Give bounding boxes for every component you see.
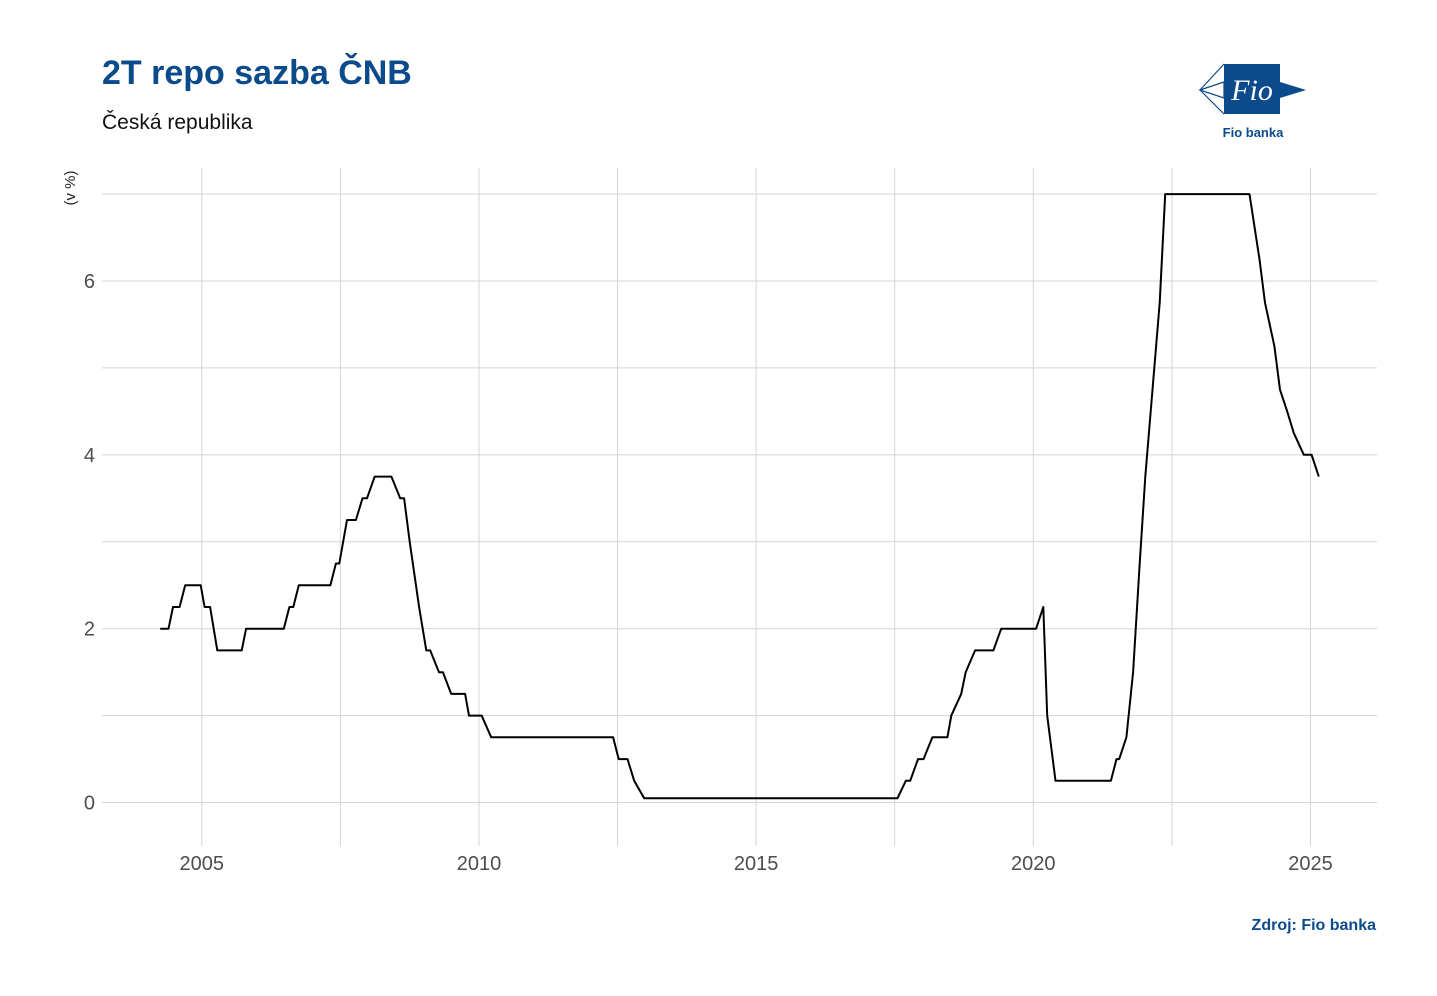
chart-series bbox=[160, 193, 1320, 800]
series-line bbox=[160, 193, 1320, 800]
y-tick-label: 2 bbox=[84, 619, 95, 641]
fio-logo-mark: Fio bbox=[1198, 63, 1306, 115]
chart-subtitle: Česká republika bbox=[102, 111, 253, 134]
x-tick-label: 2020 bbox=[1011, 853, 1056, 875]
x-tick-label: 2010 bbox=[457, 853, 502, 875]
y-tick-label: 0 bbox=[84, 793, 95, 815]
x-tick-label: 2015 bbox=[734, 853, 779, 875]
chart-grid bbox=[102, 168, 1377, 846]
fio-banka-logo: Fio Fio banka bbox=[1198, 62, 1308, 142]
y-axis-ticks: 0 2 4 6 bbox=[84, 271, 95, 815]
x-tick-label: 2025 bbox=[1288, 853, 1333, 875]
y-tick-label: 6 bbox=[84, 271, 95, 293]
source-note: Zdroj: Fio banka bbox=[1251, 917, 1376, 934]
y-tick-label: 4 bbox=[84, 445, 95, 467]
x-axis-ticks: 2005 2010 2015 2020 2025 bbox=[180, 853, 1333, 875]
x-tick-label: 2005 bbox=[180, 853, 225, 875]
logo-caption: Fio banka bbox=[1222, 125, 1284, 140]
chart-title: 2T repo sazba ČNB bbox=[102, 54, 412, 92]
y-axis-title: (v %) bbox=[62, 171, 79, 206]
svg-text:Fio: Fio bbox=[1230, 74, 1273, 107]
